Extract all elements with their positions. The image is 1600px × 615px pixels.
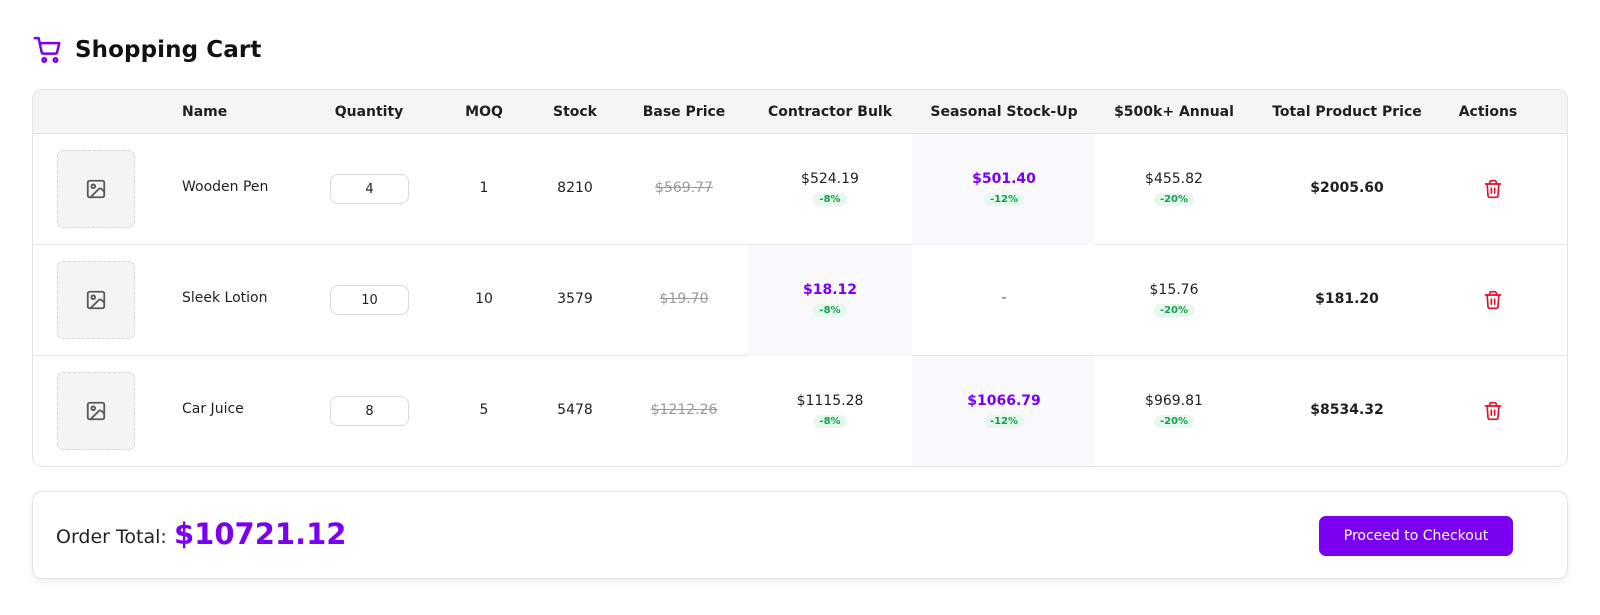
tier-price: $455.82 [1145,171,1203,187]
best-price-highlight [912,356,1095,466]
column-header-total-product-price: Total Product Price [1272,104,1422,120]
tier-price: $15.76 [1149,282,1199,298]
trash-icon[interactable] [1483,179,1503,199]
tier-seasonal-stock-up: $1066.79 -12% [967,393,1041,428]
image-icon [86,179,106,199]
column-header-stock: Stock [552,104,598,120]
image-icon [86,401,106,421]
product-name: Wooden Pen [182,179,269,195]
base-price: $19.70 [659,291,709,307]
discount-badge: -8% [813,304,847,317]
column-header-name: Name [182,104,228,120]
quantity-input[interactable] [330,285,409,315]
tier-price: $524.19 [801,171,859,187]
stock-value: 8210 [557,180,593,196]
total-product-price: $181.20 [1315,291,1379,307]
cart-table: Name Quantity MOQ Stock Base Price Contr… [32,89,1568,467]
column-header-contractor-bulk: Contractor Bulk [767,104,893,120]
trash-icon[interactable] [1483,290,1503,310]
page-header: Shopping Cart [33,35,261,65]
discount-badge: -20% [1153,304,1195,317]
stock-value: 5478 [557,402,593,418]
tier-price: $969.81 [1145,393,1203,409]
table-row: Wooden Pen 1 8210 $569.77 $524.19 -8% $5… [33,134,1567,245]
tier-500k-annual: $15.76 -20% [1150,282,1199,317]
column-header-seasonal-stock-up: Seasonal Stock-Up [930,104,1078,120]
tier-seasonal-stock-up: $501.40 -12% [972,171,1036,206]
discount-badge: -12% [983,415,1025,428]
trash-icon[interactable] [1483,401,1503,421]
moq-value: 1 [479,180,489,196]
tier-contractor-bulk: $18.12 -8% [803,282,857,317]
order-total-label: Order Total: [56,526,167,548]
product-image-placeholder [57,150,135,228]
product-name: Sleek Lotion [182,290,268,306]
moq-value: 5 [479,402,489,418]
column-header-quantity: Quantity [334,104,404,120]
column-header-moq: MOQ [465,104,503,120]
discount-badge: -8% [813,193,847,206]
page-title: Shopping Cart [75,37,262,63]
product-image-placeholder [57,261,135,339]
tier-contractor-bulk: $1115.28 -8% [796,393,864,428]
shopping-cart-icon [33,36,61,64]
stock-value: 3579 [557,291,593,307]
total-product-price: $2005.60 [1310,180,1384,196]
table-row: Sleek Lotion 10 3579 $19.70 $18.12 -8% -… [33,245,1567,356]
proceed-to-checkout-button[interactable]: Proceed to Checkout [1319,516,1513,556]
moq-value: 10 [475,291,493,307]
tier-not-available: - [1001,290,1007,306]
discount-badge: -20% [1153,193,1195,206]
order-total-amount: $10721.12 [174,517,347,551]
product-image-placeholder [57,372,135,450]
quantity-input[interactable] [330,174,409,204]
image-icon [86,290,106,310]
order-summary: Order Total: $10721.12 Proceed to Checko… [32,491,1568,579]
best-price-highlight [748,245,912,356]
table-header: Name Quantity MOQ Stock Base Price Contr… [33,90,1567,134]
tier-price: $501.40 [972,171,1036,187]
quantity-input[interactable] [330,396,409,426]
tier-price: $1066.79 [967,393,1041,409]
column-header-base-price: Base Price [642,104,726,120]
base-price: $569.77 [655,180,713,196]
column-header-500k-annual: $500k+ Annual [1114,104,1234,120]
discount-badge: -8% [813,415,847,428]
column-header-actions: Actions [1458,104,1518,120]
product-name: Car Juice [182,401,244,417]
tier-500k-annual: $455.82 -20% [1145,171,1203,206]
table-row: Car Juice 5 5478 $1212.26 $1115.28 -8% $… [33,356,1567,466]
tier-500k-annual: $969.81 -20% [1145,393,1203,428]
tier-price: $18.12 [802,282,858,298]
total-product-price: $8534.32 [1310,402,1384,418]
best-price-highlight [912,134,1095,245]
tier-contractor-bulk: $524.19 -8% [801,171,859,206]
tier-price: $1115.28 [796,393,864,409]
discount-badge: -20% [1153,415,1195,428]
base-price: $1212.26 [650,402,718,418]
discount-badge: -12% [983,193,1025,206]
